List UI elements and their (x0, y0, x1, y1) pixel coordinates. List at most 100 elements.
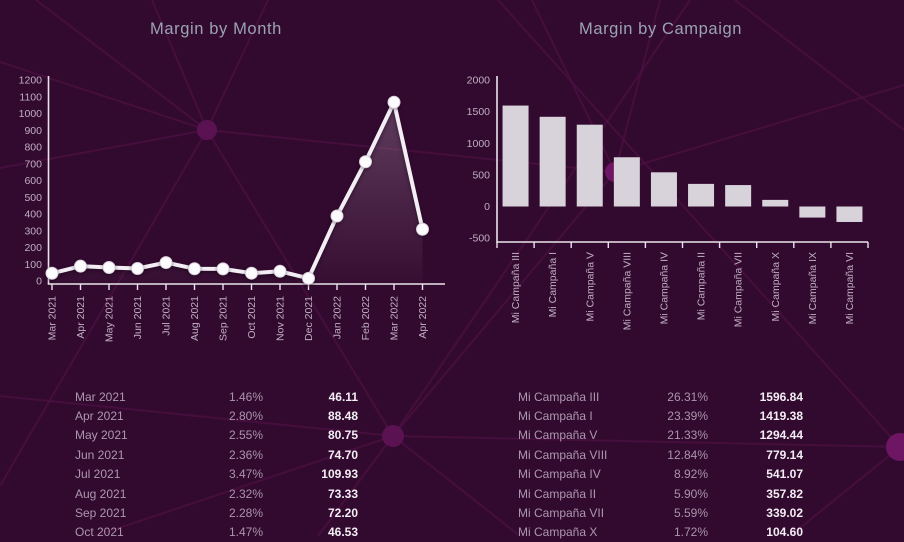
y-axis-label: 300 (24, 225, 42, 237)
row-value: 357.82 (766, 486, 803, 501)
line-point[interactable] (131, 261, 144, 275)
y-axis-label: 1000 (19, 108, 43, 120)
bar[interactable] (539, 116, 566, 207)
campaign-table-row: Mi Campaña VII 5.59% 339.02 (518, 503, 803, 522)
row-label: Mi Campaña V (518, 428, 598, 443)
y-axis-label: 2000 (467, 75, 491, 87)
row-label: Mi Campaña IV (518, 467, 601, 482)
month-table-row: Sep 2021 2.28% 72.20 (75, 503, 358, 522)
y-axis-label: 1100 (19, 91, 42, 103)
x-axis-label: May 2021 (104, 296, 116, 342)
area-fill (52, 102, 423, 284)
row-label: Mi Campaña VIII (518, 447, 608, 462)
campaign-table-row: Mi Campaña II 5.90% 357.82 (518, 484, 803, 503)
row-label: Aug 2021 (75, 486, 127, 501)
line-point[interactable] (359, 155, 372, 169)
bar[interactable] (762, 199, 789, 207)
bar-chart-margin-by-campaign: -500 0 500 1000 1500 2000 Mi Campaña III Mi Cam… (467, 75, 869, 330)
campaign-table-row: Mi Campaña VIII 12.84% 779.14 (518, 445, 803, 464)
bar[interactable] (725, 185, 752, 207)
network-node-icon (886, 433, 904, 461)
row-percent: 1.46% (228, 389, 263, 404)
line-point[interactable] (45, 266, 59, 280)
row-value: 88.48 (327, 409, 358, 424)
x-axis-label: Mi Campaña V (584, 252, 596, 321)
month-chart-title: Margin by Month (150, 20, 282, 38)
row-label: Apr 2021 (75, 409, 124, 424)
row-percent: 2.28% (228, 506, 263, 521)
line-point[interactable] (188, 262, 201, 276)
month-table-row: Jul 2021 3.47% 109.93 (75, 465, 358, 484)
y-axis-label: 700 (24, 158, 42, 170)
line-point[interactable] (330, 209, 344, 223)
row-value: 541.07 (766, 467, 803, 482)
x-axis-label: Feb 2022 (360, 296, 372, 341)
bar[interactable] (650, 172, 677, 207)
y-axis-label: 1200 (19, 75, 43, 87)
line-point[interactable] (273, 264, 287, 278)
line-point[interactable] (74, 259, 87, 273)
row-percent: 2.80% (228, 409, 263, 424)
row-label: Oct 2021 (75, 525, 124, 540)
row-percent: 8.92% (673, 467, 708, 482)
bar[interactable] (613, 157, 640, 207)
row-label: Mi Campaña VII (518, 506, 605, 521)
row-value: 46.53 (327, 525, 358, 540)
y-axis-label: 1500 (467, 106, 491, 118)
x-axis-label: Mar 2021 (47, 296, 59, 341)
campaign-table-row: Mi Campaña V 21.33% 1294.44 (518, 426, 803, 445)
line-point[interactable] (387, 95, 401, 109)
row-label: Mi Campaña II (518, 486, 597, 501)
y-axis-label: 600 (24, 175, 42, 187)
row-percent: 1.47% (228, 525, 263, 540)
row-percent: 2.55% (228, 428, 263, 443)
month-table-row: Jun 2021 2.36% 74.70 (75, 445, 358, 464)
y-axis-label: 400 (24, 209, 42, 221)
line-point[interactable] (102, 260, 116, 274)
line-point[interactable] (245, 266, 258, 280)
row-percent: 3.47% (228, 467, 263, 482)
y-axis-label: 500 (24, 192, 42, 204)
y-axis-label: 1000 (467, 138, 491, 150)
bar[interactable] (688, 183, 715, 207)
x-axis-label: Sep 2021 (218, 296, 230, 341)
y-axis-label: -500 (469, 233, 490, 245)
x-axis-label: Mi Campaña I (547, 252, 559, 317)
row-value: 74.70 (327, 447, 358, 462)
row-value: 80.75 (327, 428, 358, 443)
month-table-row: May 2021 2.55% 80.75 (75, 426, 358, 445)
campaign-table-row: Mi Campaña IV 8.92% 541.07 (518, 465, 803, 484)
month-table-row: Apr 2021 2.80% 88.48 (75, 406, 358, 425)
x-axis-label: Mi Campaña X (770, 252, 782, 321)
line-point[interactable] (159, 256, 173, 270)
line-point[interactable] (216, 262, 230, 276)
x-axis-label: Mi Campaña VII (733, 252, 745, 327)
bar[interactable] (502, 105, 529, 207)
line-chart-margin-by-month: 0 100 200 300 400 500 600 700 800 900 1000 1100 1200… (19, 75, 445, 342)
x-axis-label: Mi Campaña III (510, 252, 522, 323)
bar[interactable] (836, 206, 863, 222)
row-label: Mi Campaña III (518, 389, 600, 404)
campaign-table-row: Mi Campaña III 26.31% 1596.84 (518, 387, 803, 406)
row-label: Mar 2021 (75, 389, 126, 404)
x-axis-label: Jun 2021 (132, 296, 144, 339)
bar[interactable] (576, 124, 603, 207)
x-axis-label: Dec 2021 (303, 296, 315, 341)
network-node-icon (197, 120, 217, 140)
month-table-row: Mar 2021 1.46% 46.11 (75, 387, 358, 406)
campaign-chart-title: Margin by Campaign (578, 20, 743, 38)
row-label: May 2021 (75, 428, 128, 443)
x-axis-label: Oct 2021 (246, 296, 258, 339)
campaign-table: Mi Campaña III 26.31% 1596.84 Mi Campaña I 2… (518, 387, 803, 542)
line-point[interactable] (416, 222, 429, 236)
row-percent: 23.39% (667, 409, 708, 424)
row-percent: 12.84% (667, 447, 708, 462)
y-axis-label: 0 (484, 201, 490, 213)
row-value: 104.60 (766, 525, 803, 540)
line-point[interactable] (302, 271, 315, 285)
row-label: Mi Campaña X (518, 525, 598, 540)
bar[interactable] (799, 206, 826, 218)
x-axis-label: Mi Campaña VIII (621, 252, 633, 330)
row-value: 1419.38 (759, 409, 803, 424)
